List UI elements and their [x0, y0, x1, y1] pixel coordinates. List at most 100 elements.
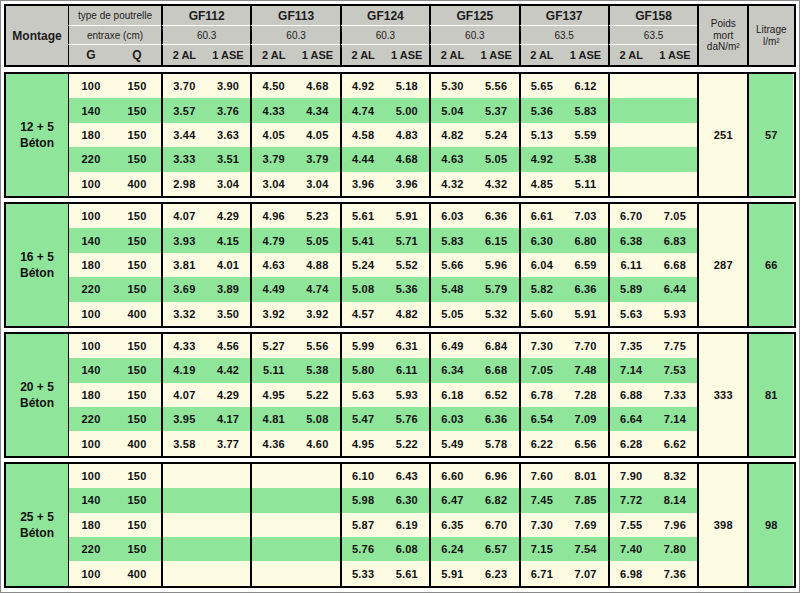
data-cell: 7.55: [608, 513, 653, 537]
data-cell: 6.82: [474, 488, 519, 512]
poutrelle-name: GF158: [608, 6, 697, 26]
poids-mort-value: 333: [697, 334, 747, 456]
data-cell: 6.18: [429, 383, 474, 407]
poutrelle-name: GF137: [519, 6, 608, 26]
montage-label: 20 + 5 Béton: [6, 334, 68, 456]
data-cell: 3.04: [206, 172, 251, 196]
g-value: 180: [68, 123, 113, 147]
data-cell: 6.96: [474, 464, 519, 488]
data-cell: 5.48: [429, 277, 474, 301]
data-cell: 2.98: [161, 172, 206, 196]
subcol-2al: 2 AL: [429, 45, 474, 65]
litrage-header: Litrage l/m²: [747, 6, 793, 65]
data-cell: 4.88: [295, 253, 340, 277]
data-cell: 4.32: [474, 172, 519, 196]
data-cell: [608, 147, 653, 171]
data-cell: 4.17: [206, 407, 251, 431]
poutrelle-entraxe: 60.3: [429, 26, 518, 45]
data-cell: 3.50: [206, 302, 251, 326]
data-cell: 5.33: [340, 561, 385, 585]
data-cell: 7.80: [653, 537, 698, 561]
data-cell: 4.82: [384, 302, 429, 326]
data-cell: 6.35: [429, 513, 474, 537]
data-cell: [608, 98, 653, 122]
entraxe-label: entraxe (cm): [68, 26, 161, 45]
subcol-1ase: 1 ASE: [384, 45, 429, 65]
data-cell: 6.84: [474, 334, 519, 358]
data-cell: 6.12: [563, 74, 608, 98]
data-cell: 6.71: [519, 561, 564, 585]
data-cell: 3.79: [250, 147, 295, 171]
data-cell: 6.88: [608, 383, 653, 407]
data-cell: 5.38: [295, 358, 340, 382]
data-cell: 5.93: [653, 302, 698, 326]
data-cell: 5.05: [295, 228, 340, 252]
data-cell: 4.07: [161, 204, 206, 228]
q-value: 150: [113, 147, 161, 171]
data-cell: 5.22: [295, 383, 340, 407]
data-cell: 5.78: [474, 431, 519, 455]
data-cell: 3.89: [206, 277, 251, 301]
g-value: 220: [68, 277, 113, 301]
data-cell: 6.57: [474, 537, 519, 561]
data-cell: [250, 561, 295, 585]
data-cell: 4.92: [519, 147, 564, 171]
data-cell: 4.82: [429, 123, 474, 147]
data-cell: 5.56: [474, 74, 519, 98]
litrage-value: 57: [747, 74, 793, 196]
data-cell: 5.08: [295, 407, 340, 431]
data-cell: 4.81: [250, 407, 295, 431]
data-cell: 5.36: [519, 98, 564, 122]
data-cell: 6.30: [384, 488, 429, 512]
data-cell: 5.76: [384, 407, 429, 431]
data-cell: 3.93: [161, 228, 206, 252]
poutrelle-name: GF112: [161, 6, 250, 26]
data-cell: 5.30: [429, 74, 474, 98]
poutrelle-entraxe: 60.3: [250, 26, 339, 45]
data-cell: 6.10: [340, 464, 385, 488]
data-cell: 5.83: [429, 228, 474, 252]
data-cell: 7.15: [519, 537, 564, 561]
data-cell: 3.96: [384, 172, 429, 196]
data-cell: 4.95: [340, 431, 385, 455]
data-cell: 4.19: [161, 358, 206, 382]
data-cell: 7.03: [563, 204, 608, 228]
data-cell: 4.05: [250, 123, 295, 147]
data-cell: 6.30: [519, 228, 564, 252]
data-cell: 5.61: [384, 561, 429, 585]
block-1: 12 + 5 Béton1001503.703.904.504.684.925.…: [4, 72, 796, 198]
poutrelle-entraxe: 63.5: [608, 26, 697, 45]
data-cell: 6.36: [563, 277, 608, 301]
data-cell: 4.68: [295, 74, 340, 98]
poutrelle-name: GF113: [250, 6, 339, 26]
poids-mort-value: 251: [697, 74, 747, 196]
data-cell: 4.74: [295, 277, 340, 301]
poids-mort-value: 287: [697, 204, 747, 326]
data-cell: 7.14: [653, 407, 698, 431]
data-cell: [295, 464, 340, 488]
data-cell: 5.11: [563, 172, 608, 196]
data-cell: 7.96: [653, 513, 698, 537]
data-cell: 6.64: [608, 407, 653, 431]
q-value: 150: [113, 253, 161, 277]
data-cell: [295, 488, 340, 512]
q-value: 150: [113, 383, 161, 407]
data-cell: 5.37: [474, 98, 519, 122]
subcol-1ase: 1 ASE: [653, 45, 698, 65]
data-cell: 5.80: [340, 358, 385, 382]
poutrelle-name: GF125: [429, 6, 518, 26]
data-cell: 5.93: [384, 383, 429, 407]
data-cell: 6.03: [429, 204, 474, 228]
data-cell: 7.07: [563, 561, 608, 585]
data-cell: 4.33: [161, 334, 206, 358]
poutrelle-name: GF124: [340, 6, 429, 26]
data-cell: 7.70: [563, 334, 608, 358]
data-cell: 5.22: [384, 431, 429, 455]
data-cell: 7.35: [608, 334, 653, 358]
g-value: 100: [68, 302, 113, 326]
data-cell: 5.91: [384, 204, 429, 228]
q-value: 150: [113, 74, 161, 98]
data-cell: [206, 513, 251, 537]
data-cell: 5.23: [295, 204, 340, 228]
data-cell: 5.32: [474, 302, 519, 326]
